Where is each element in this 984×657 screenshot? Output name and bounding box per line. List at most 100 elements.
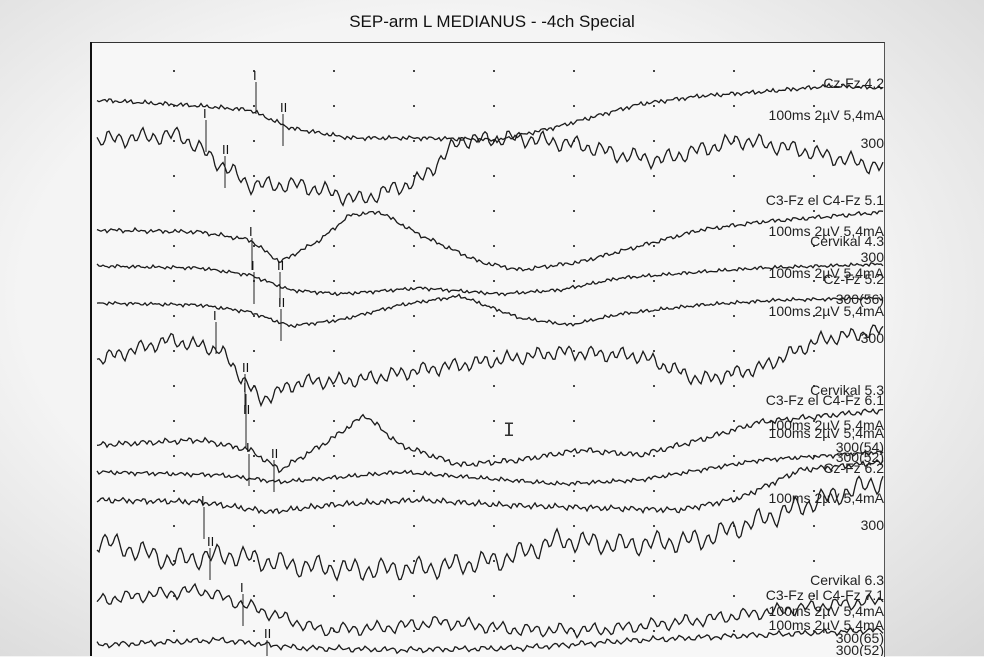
grid-dot bbox=[733, 280, 735, 282]
grid-dot bbox=[173, 315, 175, 317]
grid-dot bbox=[173, 420, 175, 422]
grid-dot bbox=[333, 245, 335, 247]
channel-label: 300(54) bbox=[836, 439, 884, 455]
grid-dot bbox=[493, 70, 495, 72]
channel-label: 300(65) bbox=[836, 630, 884, 646]
grid-dot bbox=[413, 280, 415, 282]
grid-dot bbox=[733, 175, 735, 177]
grid-dot bbox=[573, 350, 575, 352]
waveform-traces bbox=[96, 82, 884, 655]
grid-dot bbox=[813, 525, 815, 527]
grid-dot bbox=[813, 560, 815, 562]
grid-dot bbox=[733, 560, 735, 562]
grid-dot bbox=[653, 630, 655, 632]
grid-dot bbox=[253, 210, 255, 212]
grid-dot bbox=[653, 420, 655, 422]
grid-dot bbox=[733, 385, 735, 387]
channel-label: Cz-Fz 5.2 bbox=[823, 271, 884, 287]
waveform-trace bbox=[96, 582, 884, 639]
grid-dot bbox=[653, 525, 655, 527]
grid-dot bbox=[653, 175, 655, 177]
grid-dot bbox=[733, 70, 735, 72]
grid-dot bbox=[653, 385, 655, 387]
grid-dot bbox=[253, 560, 255, 562]
grid-dot bbox=[333, 210, 335, 212]
grid-dot bbox=[173, 70, 175, 72]
grid-dot bbox=[333, 70, 335, 72]
waveform-trace bbox=[96, 324, 884, 408]
grid-dot bbox=[173, 525, 175, 527]
grid-dot bbox=[573, 490, 575, 492]
waveform-trace bbox=[96, 82, 884, 144]
grid-dot bbox=[813, 105, 815, 107]
grid-dot bbox=[253, 105, 255, 107]
grid-dot bbox=[813, 630, 815, 632]
grid-dot bbox=[733, 245, 735, 247]
grid-dot bbox=[173, 630, 175, 632]
channel-label: C3-Fz el C4-Fz 6.1 bbox=[766, 392, 884, 408]
latency-marker-label: I bbox=[243, 380, 247, 395]
grid-dot bbox=[653, 280, 655, 282]
grid-dot bbox=[813, 595, 815, 597]
grid-dot bbox=[253, 420, 255, 422]
grid-dot bbox=[173, 350, 175, 352]
grid-dot bbox=[573, 595, 575, 597]
grid-dot bbox=[173, 175, 175, 177]
latency-marker-label: I bbox=[253, 68, 257, 83]
latency-marker-label: I bbox=[249, 224, 253, 239]
channel-label: 100ms 2µV 5,4mA bbox=[769, 490, 885, 506]
grid-dot bbox=[733, 455, 735, 457]
grid-dot bbox=[253, 70, 255, 72]
grid-dot bbox=[333, 385, 335, 387]
grid-dot bbox=[413, 350, 415, 352]
grid-dot bbox=[653, 105, 655, 107]
grid-dot bbox=[573, 175, 575, 177]
latency-marker-label: II bbox=[222, 142, 229, 157]
grid-dot bbox=[253, 595, 255, 597]
channel-label: Cz-Fz 6.2 bbox=[823, 460, 884, 476]
grid-dot bbox=[813, 70, 815, 72]
grid-dot bbox=[413, 140, 415, 142]
waveform-trace bbox=[96, 450, 884, 487]
grid-dot bbox=[573, 455, 575, 457]
channel-label: C3-Fz el C4-Fz 5.1 bbox=[766, 192, 884, 208]
grid-dot bbox=[813, 210, 815, 212]
text-cursor-icon: I bbox=[503, 420, 516, 443]
channel-label: Cervikal 6.3 bbox=[810, 572, 884, 588]
grid-dot bbox=[173, 595, 175, 597]
grid-dot bbox=[253, 525, 255, 527]
grid-dot bbox=[813, 140, 815, 142]
waveform-plot-area bbox=[92, 42, 885, 657]
grid-dot bbox=[333, 455, 335, 457]
grid-dot bbox=[173, 140, 175, 142]
waveform-trace bbox=[96, 475, 884, 582]
grid-dot bbox=[813, 315, 815, 317]
grid-dot bbox=[573, 70, 575, 72]
grid-dot bbox=[813, 175, 815, 177]
grid-dot bbox=[493, 525, 495, 527]
channel-label: 300(52) bbox=[836, 449, 884, 465]
grid-dot bbox=[333, 105, 335, 107]
grid-dot bbox=[653, 455, 655, 457]
grid-dots bbox=[173, 70, 815, 632]
grid-dot bbox=[333, 420, 335, 422]
grid-dot bbox=[173, 385, 175, 387]
grid-dot bbox=[413, 490, 415, 492]
waveform-trace bbox=[96, 293, 884, 329]
grid-dot bbox=[493, 350, 495, 352]
grid-dot bbox=[413, 385, 415, 387]
grid-dot bbox=[413, 595, 415, 597]
channel-label: C3-Fz el C4-Fz 7.1 bbox=[766, 587, 884, 603]
grid-dot bbox=[493, 315, 495, 317]
grid-dot bbox=[493, 280, 495, 282]
latency-marker-label: I bbox=[251, 258, 255, 273]
grid-dot bbox=[333, 490, 335, 492]
channel-label: 100ms 2µV 5,4mA bbox=[769, 223, 885, 239]
grid-dot bbox=[573, 385, 575, 387]
grid-dot bbox=[493, 245, 495, 247]
grid-dot bbox=[413, 105, 415, 107]
grid-dot bbox=[333, 350, 335, 352]
grid-dot bbox=[493, 175, 495, 177]
